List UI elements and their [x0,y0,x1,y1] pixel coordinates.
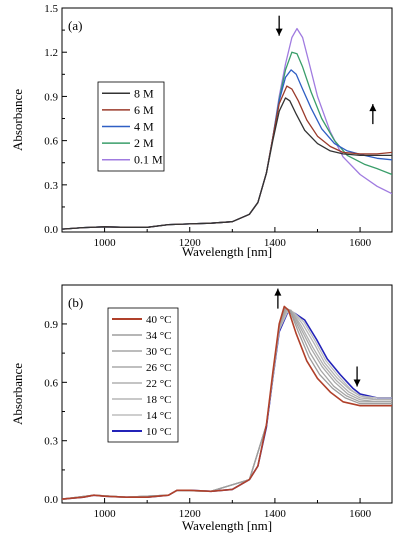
x-tick-label: 1600 [349,237,372,249]
y-tick-label: 0.3 [44,180,58,192]
plot-frame [61,7,393,233]
panel-a: 1000 1200 1400 1600 0.0 0.3 0.6 0.9 1.2 1.5 Wavele… [10,3,393,259]
x-tick-label: 1600 [349,508,372,520]
x-axis-label: Wavelength [nm] [182,244,272,259]
legend-entry: 26 °C [146,362,172,374]
legend-entry: 18 °C [146,394,172,406]
legend-entry: 2 M [134,136,154,150]
legend-entry: 6 M [134,103,154,117]
panel-b: 1000 1200 1400 1600 0.0 0.3 0.6 0.9 Wavelength [… [10,284,393,533]
y-tick-label: 0.9 [44,319,58,331]
y-tick-label: 0.9 [44,91,58,103]
x-tick-label: 1400 [264,508,287,520]
y-tick-label: 0.6 [44,136,58,148]
arrow-up-head [369,104,377,112]
legend-entry: 0.1 M [134,153,163,167]
panel-label: (a) [68,18,82,33]
y-tick-label: 1.2 [44,47,58,59]
legend-entry: 40 °C [146,314,172,326]
plot-frame [61,284,393,504]
series-line-8-m [62,97,392,230]
arrow-down-head [353,379,361,387]
x-axis-label: Wavelength [nm] [182,518,272,533]
legend-entry: 14 °C [146,410,172,422]
x-tick-label: 1000 [94,237,117,249]
x-tick-label: 1000 [94,508,117,520]
y-tick-label: 0.6 [44,377,58,389]
y-axis-label: Absorbance [10,363,25,425]
y-axis-label: Absorbance [10,89,25,151]
legend-entry: 30 °C [146,346,172,358]
legend-entry: 8 M [134,86,154,100]
y-tick-label: 0.3 [44,436,58,448]
series-line-40-c [62,305,392,500]
x-tick-label: 1200 [179,508,202,520]
arrow-up-head [274,288,282,296]
panel-label: (b) [68,295,83,310]
legend-entry: 34 °C [146,330,172,342]
y-tick-label: 0.0 [44,224,58,236]
legend-entry: 22 °C [146,378,172,390]
x-tick-label: 1400 [264,237,287,249]
y-tick-label: 1.5 [44,3,58,15]
legend-box [107,307,179,443]
y-tick-label: 0.0 [44,494,58,506]
x-tick-label: 1200 [179,237,202,249]
arrow-down-head [275,28,283,36]
legend-entry: 10 °C [146,426,172,438]
legend-entry: 4 M [134,120,154,134]
